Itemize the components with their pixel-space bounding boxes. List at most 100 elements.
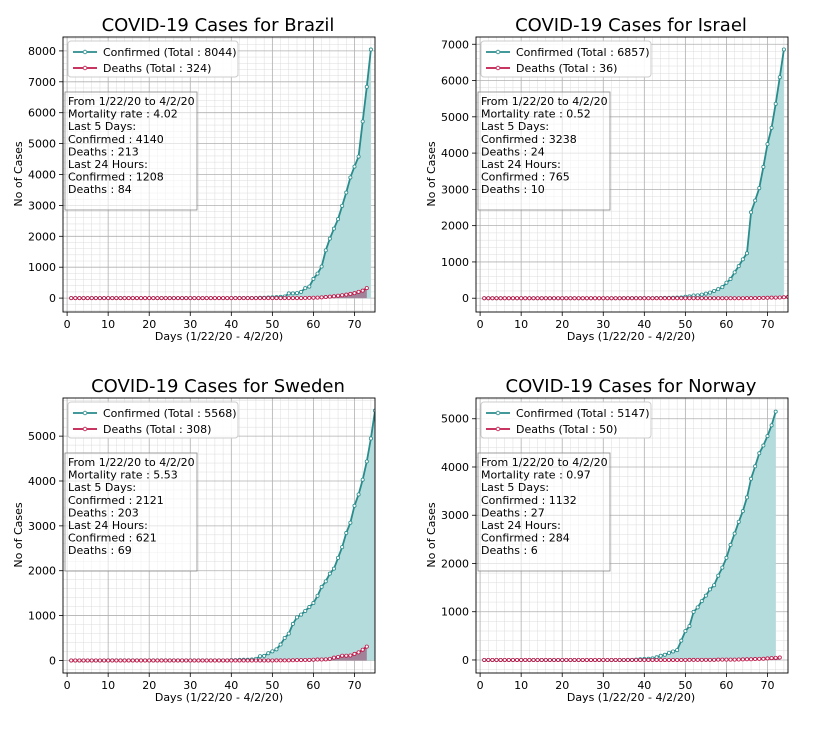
data-point-deaths: [216, 296, 221, 301]
data-point-deaths: [597, 296, 602, 301]
series-area-confirmed: [484, 49, 784, 299]
series-layer: [69, 408, 375, 663]
data-point-deaths: [126, 658, 131, 663]
x-tick-label: 70: [347, 679, 361, 692]
data-point-deaths: [229, 296, 234, 301]
data-point-deaths: [294, 296, 299, 301]
info-line: Last 5 Days:: [68, 481, 136, 494]
y-tick-label: 3000: [441, 183, 469, 196]
data-point-confirmed: [336, 217, 341, 222]
data-point-confirmed: [773, 409, 778, 414]
data-point-deaths: [336, 654, 341, 659]
data-point-deaths: [679, 296, 684, 301]
data-point-deaths: [650, 296, 655, 301]
plot-frame: [62, 397, 376, 674]
data-point-deaths: [498, 657, 503, 662]
data-point-deaths: [81, 296, 86, 301]
data-point-confirmed: [348, 520, 353, 525]
data-point-deaths: [266, 658, 271, 663]
data-point-confirmed: [736, 264, 741, 269]
data-point-confirmed: [340, 203, 345, 208]
data-point-deaths: [352, 651, 357, 656]
data-point-confirmed: [716, 287, 721, 292]
data-point-deaths: [646, 296, 651, 301]
legend-label-deaths: Deaths (Total : 308): [103, 423, 211, 436]
data-point-deaths: [147, 296, 152, 301]
data-point-confirmed: [691, 609, 696, 614]
data-point-deaths: [720, 657, 725, 662]
data-point-deaths: [732, 296, 737, 301]
data-point-deaths: [319, 295, 324, 300]
data-point-deaths: [89, 658, 94, 663]
data-point-deaths: [740, 657, 745, 662]
data-point-deaths: [671, 657, 676, 662]
data-point-deaths: [102, 658, 107, 663]
data-point-confirmed: [749, 476, 754, 481]
data-point-deaths: [204, 296, 209, 301]
data-point-deaths: [331, 655, 336, 660]
data-point-confirmed: [708, 587, 713, 592]
data-point-deaths: [208, 658, 213, 663]
data-point-deaths: [552, 657, 557, 662]
chart-title: COVID-19 Cases for Norway: [506, 376, 757, 397]
data-point-deaths: [216, 658, 221, 663]
data-point-deaths: [237, 658, 242, 663]
data-point-deaths: [97, 658, 102, 663]
data-point-confirmed: [724, 555, 729, 560]
x-tick-label: 60: [306, 679, 320, 692]
data-point-deaths: [340, 653, 345, 658]
data-point-deaths: [580, 296, 585, 301]
data-point-deaths: [134, 296, 139, 301]
data-point-deaths: [114, 658, 119, 663]
data-point-confirmed: [732, 270, 737, 275]
data-point-deaths: [617, 296, 622, 301]
data-point-deaths: [597, 657, 602, 662]
data-point-deaths: [519, 657, 524, 662]
data-point-confirmed: [777, 75, 782, 80]
data-point-confirmed: [773, 101, 778, 106]
data-point-deaths: [249, 296, 254, 301]
data-point-confirmed: [356, 492, 361, 497]
y-tick-label: 5000: [441, 413, 469, 426]
data-point-confirmed: [319, 264, 324, 269]
data-point-deaths: [482, 657, 487, 662]
data-point-confirmed: [286, 631, 291, 636]
data-point-deaths: [233, 296, 238, 301]
data-point-deaths: [601, 296, 606, 301]
legend-box: [67, 401, 239, 439]
data-point-deaths: [266, 296, 271, 301]
data-point-deaths: [356, 289, 361, 294]
x-tick-label: 50: [678, 318, 692, 331]
data-point-deaths: [642, 296, 647, 301]
data-point-confirmed: [769, 423, 774, 428]
data-point-deaths: [299, 658, 304, 663]
data-point-deaths: [200, 658, 205, 663]
data-point-confirmed: [666, 650, 671, 655]
data-point-confirmed: [344, 531, 349, 536]
data-point-deaths: [122, 296, 127, 301]
data-point-confirmed: [724, 280, 729, 285]
x-tick-label: 20: [555, 679, 569, 692]
data-point-deaths: [180, 296, 185, 301]
data-point-deaths: [69, 296, 74, 301]
data-point-deaths: [724, 657, 729, 662]
data-point-deaths: [212, 296, 217, 301]
data-point-deaths: [588, 657, 593, 662]
x-tick-label: 30: [183, 318, 197, 331]
info-line: Confirmed : 4140: [68, 133, 164, 146]
data-point-deaths: [237, 296, 242, 301]
data-point-deaths: [757, 656, 762, 661]
data-point-deaths: [638, 657, 643, 662]
data-point-deaths: [167, 296, 172, 301]
data-point-deaths: [617, 657, 622, 662]
data-point-deaths: [270, 658, 275, 663]
data-point-deaths: [196, 658, 201, 663]
y-tick-label: 7000: [441, 38, 469, 51]
x-tick-label: 10: [514, 318, 528, 331]
data-point-deaths: [769, 295, 774, 300]
x-tick-label: 70: [760, 318, 774, 331]
legend-marker-confirmed: [82, 410, 88, 416]
data-point-deaths: [73, 658, 78, 663]
data-point-confirmed: [356, 154, 361, 159]
